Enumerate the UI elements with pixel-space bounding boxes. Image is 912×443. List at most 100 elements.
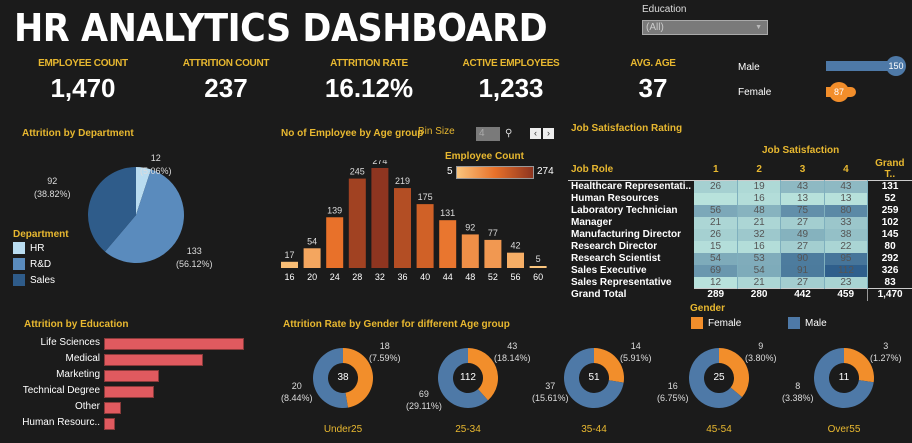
education-bar[interactable] xyxy=(104,338,244,350)
heat-cell[interactable]: 69 xyxy=(694,264,738,277)
age-bar[interactable] xyxy=(394,188,411,268)
heat-cell[interactable]: 13 xyxy=(824,192,869,205)
heat-cell[interactable]: 13 xyxy=(780,192,825,205)
pie-slice-rd[interactable] xyxy=(104,169,184,263)
age-bar[interactable] xyxy=(529,266,547,268)
heat-cell[interactable]: 27 xyxy=(780,216,825,229)
heat-cell[interactable]: 15 xyxy=(694,240,738,253)
table-row[interactable]: Manager 21 21 27 33 102 xyxy=(568,216,912,229)
table-row[interactable]: Manufacturing Director 26 32 49 38 145 xyxy=(568,228,912,241)
pie-slice-hr[interactable] xyxy=(136,167,152,215)
heat-cell[interactable] xyxy=(694,192,738,205)
table-row[interactable]: Human Resources 16 13 13 52 xyxy=(568,192,912,205)
age-bar[interactable] xyxy=(281,261,298,268)
heat-cell[interactable]: 19 xyxy=(737,180,782,193)
age-bar[interactable] xyxy=(348,178,366,268)
donut-slice-male[interactable] xyxy=(313,348,348,408)
age-bar[interactable] xyxy=(326,217,344,268)
heat-cell[interactable]: 43 xyxy=(780,180,825,193)
heat-cell[interactable]: 54 xyxy=(737,264,782,277)
previous-arrow-icon[interactable]: ‹ xyxy=(530,128,541,139)
heat-cell[interactable]: 27 xyxy=(780,276,825,289)
heat-cell[interactable]: 48 xyxy=(737,204,782,217)
legend-item-male[interactable]: Male xyxy=(788,315,827,331)
heat-cell[interactable]: 112 xyxy=(824,264,869,277)
table-row[interactable]: Laboratory Technician 56 48 75 80 259 xyxy=(568,204,912,217)
age-bar[interactable] xyxy=(416,204,434,268)
heat-cell[interactable]: 80 xyxy=(824,204,869,217)
donut-slice-female[interactable] xyxy=(844,348,874,383)
education-filter-select[interactable]: (All) ▼ xyxy=(642,20,768,35)
pie-slice-sales[interactable] xyxy=(87,167,136,252)
heat-cell[interactable]: 21 xyxy=(694,216,738,229)
donut-total: 38 xyxy=(337,372,349,383)
heat-cell[interactable]: 26 xyxy=(694,228,738,241)
donut-slice-male[interactable] xyxy=(564,348,624,408)
male-count: 20 xyxy=(291,381,302,391)
education-bar[interactable] xyxy=(104,386,155,398)
education-bar[interactable] xyxy=(104,402,122,414)
table-row[interactable]: Research Scientist 54 53 90 95 292 xyxy=(568,252,912,265)
donut-slice-female[interactable] xyxy=(468,348,499,401)
legend-label: Male xyxy=(805,317,827,329)
table-row[interactable]: Sales Executive 69 54 91 112 326 xyxy=(568,264,912,277)
heat-cell[interactable]: 90 xyxy=(780,252,825,265)
heat-cell[interactable]: 38 xyxy=(824,228,869,241)
age-bar[interactable] xyxy=(461,234,479,268)
age-bar[interactable] xyxy=(303,248,321,268)
heat-cell[interactable]: 12 xyxy=(694,276,738,289)
age-bar[interactable] xyxy=(439,220,457,268)
donut-slice-male[interactable] xyxy=(438,348,488,408)
heat-cell[interactable]: 16 xyxy=(737,192,782,205)
heat-cell[interactable]: 32 xyxy=(737,228,782,241)
next-arrow-icon[interactable]: › xyxy=(543,128,554,139)
heat-cell[interactable]: 53 xyxy=(737,252,782,265)
female-pct: (7.59%) xyxy=(369,353,401,363)
education-bar[interactable] xyxy=(104,418,115,430)
legend-item-rd[interactable]: R&D xyxy=(13,256,69,272)
legend-item-female[interactable]: Female xyxy=(691,315,741,331)
donut-slice-female[interactable] xyxy=(719,348,749,398)
heat-cell[interactable]: 23 xyxy=(824,276,869,289)
age-bar[interactable] xyxy=(484,239,502,268)
heat-cell[interactable]: 95 xyxy=(824,252,869,265)
donut-slice-male[interactable] xyxy=(689,348,743,408)
table-row[interactable]: Healthcare Representati.. 26 19 43 43 131 xyxy=(568,180,912,193)
heat-cell[interactable]: 21 xyxy=(737,276,782,289)
legend-item-sales[interactable]: Sales xyxy=(13,272,69,288)
age-tick-label: 56 xyxy=(510,272,520,282)
education-bar[interactable] xyxy=(104,354,204,366)
heat-cell[interactable]: 16 xyxy=(737,240,782,253)
age-tick-label: 16 xyxy=(284,272,294,282)
education-chart-title: Attrition by Education xyxy=(24,319,129,330)
heat-cell[interactable]: 91 xyxy=(780,264,825,277)
education-bar[interactable] xyxy=(104,370,160,382)
age-bar[interactable] xyxy=(507,252,524,268)
male-count: 16 xyxy=(667,381,678,391)
slider-icon[interactable]: ⚲ xyxy=(505,128,513,139)
heat-cell[interactable]: 33 xyxy=(824,216,869,229)
job-role: Sales Representative xyxy=(571,277,672,288)
heat-cell[interactable]: 22 xyxy=(824,240,869,253)
age-bar-value: 139 xyxy=(327,205,342,215)
legend-item-hr[interactable]: HR xyxy=(13,240,69,256)
heat-cell[interactable]: 27 xyxy=(780,240,825,253)
donut-slice-male[interactable] xyxy=(814,348,874,408)
donut-slice-female[interactable] xyxy=(343,348,373,408)
table-row[interactable]: Research Director 15 16 27 22 80 xyxy=(568,240,912,253)
heat-cell[interactable]: 49 xyxy=(780,228,825,241)
heat-cell[interactable]: 26 xyxy=(694,180,738,193)
age-bar[interactable] xyxy=(371,168,389,268)
education-label: Marketing xyxy=(56,369,100,380)
donut-slice-female[interactable] xyxy=(594,348,624,383)
legend-min: 5 xyxy=(447,166,453,177)
table-row[interactable]: Sales Representative 12 21 27 23 83 xyxy=(568,276,912,289)
heat-cell[interactable]: 56 xyxy=(694,204,738,217)
heat-cell[interactable]: 21 xyxy=(737,216,782,229)
education-label: Medical xyxy=(65,353,100,364)
heat-cell[interactable]: 43 xyxy=(824,180,869,193)
bin-size-input[interactable]: 4 xyxy=(476,127,500,141)
heat-cell[interactable]: 54 xyxy=(694,252,738,265)
heat-cell[interactable]: 75 xyxy=(780,204,825,217)
female-count: 43 xyxy=(507,341,518,351)
